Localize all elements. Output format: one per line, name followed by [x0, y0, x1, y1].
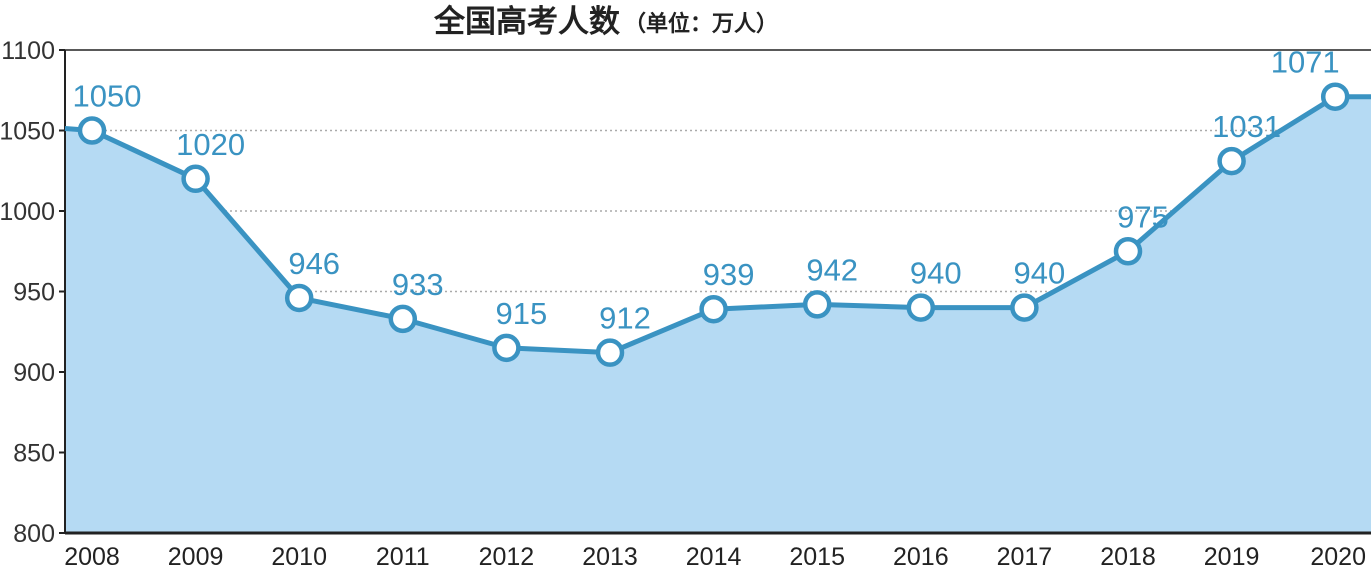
data-point — [492, 333, 521, 363]
data-point — [802, 290, 832, 319]
data-label: 1050 — [73, 79, 142, 114]
data-label: 1031 — [1212, 109, 1281, 144]
data-point — [1113, 237, 1143, 266]
data-labels: 1050 1020 946 933 915 912 939 942 940 940 975 1031 1… — [73, 45, 1340, 336]
chart-title-unit: （单位：万人） — [624, 11, 778, 37]
data-label: 1071 — [1271, 45, 1340, 80]
y-tick-label: 1100 — [1, 37, 55, 65]
y-tick-label: 950 — [13, 279, 55, 307]
x-tick-label: 2017 — [997, 543, 1053, 568]
data-point — [699, 294, 728, 324]
data-label: 1020 — [176, 127, 245, 162]
x-tick-label: 2018 — [1100, 543, 1156, 568]
y-tick-label: 850 — [13, 440, 55, 468]
data-point — [1217, 146, 1246, 176]
y-tick-label: 800 — [13, 520, 55, 548]
x-tick-label: 2019 — [1204, 543, 1260, 568]
chart-title: 全国高考人数 — [433, 4, 620, 40]
x-tick-label: 2014 — [686, 543, 742, 568]
grid — [65, 49, 1371, 454]
x-tick-label: 2016 — [893, 543, 949, 568]
data-point — [1320, 82, 1350, 111]
x-tick-label: 2020 — [1310, 543, 1366, 568]
y-tick-label: 900 — [13, 359, 55, 387]
data-point — [595, 338, 625, 367]
data-label: 942 — [806, 252, 858, 287]
x-tick-label: 2011 — [376, 543, 430, 568]
data-label: 946 — [288, 246, 340, 281]
x-axis-ticks: 2008 2009 2010 2011 2012 2013 2014 2015 2016 2017… — [64, 543, 1366, 568]
data-label: 940 — [910, 256, 962, 291]
data-label: 975 — [1117, 199, 1169, 234]
data-label: 915 — [496, 296, 548, 331]
data-point — [284, 283, 314, 313]
x-tick-label: 2015 — [789, 543, 845, 568]
x-tick-label: 2013 — [582, 543, 638, 568]
x-tick-label: 2010 — [271, 543, 327, 568]
data-points — [77, 82, 1350, 367]
data-point — [77, 116, 107, 145]
data-label: 933 — [392, 267, 444, 302]
data-point — [906, 293, 936, 322]
y-tick-label: 1050 — [0, 118, 55, 146]
data-point — [1010, 293, 1039, 322]
data-label: 912 — [599, 301, 651, 336]
x-tick-label: 2008 — [64, 543, 120, 568]
data-label: 940 — [1014, 256, 1066, 291]
data-label: 939 — [703, 257, 755, 292]
y-axis-ticks: 1100 1050 1000 950 900 850 800 — [0, 37, 55, 548]
x-tick-label: 2012 — [479, 543, 535, 568]
y-tick-label: 1000 — [0, 198, 55, 226]
data-point — [181, 164, 210, 194]
x-tick-label: 2009 — [168, 543, 224, 568]
data-point — [388, 304, 418, 334]
